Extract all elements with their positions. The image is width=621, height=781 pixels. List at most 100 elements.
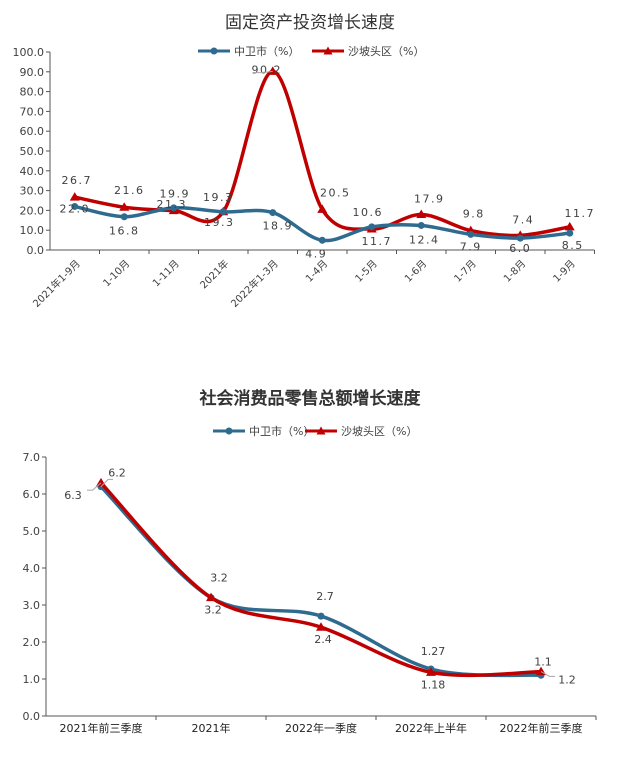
x-tick-label: 1-8月 <box>501 258 528 285</box>
series-zhongwei <box>71 202 574 244</box>
data-label: 90.2 <box>252 63 283 76</box>
data-point <box>69 192 80 201</box>
data-label: 9.8 <box>463 208 485 221</box>
series-line <box>99 484 543 678</box>
data-label: 2.4 <box>314 633 332 646</box>
data-point <box>467 230 475 238</box>
legend-label-0: 中卫市（%） <box>234 44 299 58</box>
data-label: 10.6 <box>353 206 384 219</box>
data-point <box>316 622 326 631</box>
leader-line <box>540 671 555 677</box>
legend: 中卫市（%） 沙坡头区（%） <box>198 44 424 58</box>
data-point <box>170 204 178 212</box>
x-tick-label: 1-11月 <box>150 258 182 290</box>
y-tick-label: 90.0 <box>20 66 45 79</box>
legend-label-1: 沙坡头区（%） <box>348 45 424 58</box>
data-label: 1.1 <box>534 655 552 668</box>
data-point <box>417 221 425 229</box>
data-label: 26.7 <box>62 174 93 187</box>
data-point <box>96 477 106 487</box>
y-tick-label: 1.0 <box>23 673 41 686</box>
data-label: 19.9 <box>160 188 191 201</box>
data-label: 2.7 <box>316 590 334 603</box>
data-label: 18.9 <box>263 220 294 233</box>
data-point <box>120 213 128 221</box>
y-tick-label: 6.0 <box>23 488 41 501</box>
x-tick-label: 1-4月 <box>303 258 330 285</box>
data-point <box>564 221 575 231</box>
data-label: 11.7 <box>362 235 393 248</box>
series-zhongwei <box>97 483 545 679</box>
data-point <box>426 667 436 676</box>
series-line <box>99 481 543 678</box>
data-label: 7.9 <box>460 240 482 253</box>
data-label: 11.7 <box>565 207 596 220</box>
x-tick-label: 2022年前三季度 <box>500 721 583 735</box>
y-tick-label: 0.0 <box>23 710 41 723</box>
legend-marker-circle <box>210 47 218 55</box>
leader-line <box>100 478 113 487</box>
legend-marker-triangle <box>316 426 326 435</box>
x-tick-label: 2021年1-9月 <box>30 257 83 310</box>
data-point <box>416 209 427 219</box>
x-tick-label: 1-9月 <box>551 258 578 285</box>
data-label: 16.8 <box>109 225 140 238</box>
data-label: 19.3 <box>204 216 235 229</box>
data-label: 1.2 <box>558 674 576 687</box>
y-tick-label: 10.0 <box>20 224 45 237</box>
data-label: 6.0 <box>509 242 531 255</box>
data-label: 8.5 <box>562 239 584 252</box>
data-point <box>368 223 376 231</box>
data-label: 21.3 <box>157 198 188 211</box>
y-tick-label: 4.0 <box>23 562 41 575</box>
legend-label-1: 沙坡头区（%） <box>341 425 417 438</box>
chart-title: 固定资产投资增长速度 <box>225 13 395 33</box>
y-tick-label: 20.0 <box>20 204 45 217</box>
y-tick-label: 30.0 <box>20 185 45 198</box>
legend-marker-circle <box>225 427 233 435</box>
x-tick-label: 1-7月 <box>452 258 479 285</box>
x-tick-label: 2022年1-3月 <box>228 257 281 310</box>
data-point <box>206 592 216 602</box>
data-label: 6.3 <box>64 489 82 502</box>
data-point <box>566 229 574 237</box>
data-label: 21.6 <box>114 184 145 197</box>
data-label: 19.3 <box>203 191 234 204</box>
y-tick-label: 0.0 <box>27 244 45 257</box>
data-point <box>267 66 278 75</box>
x-tick-label: 1-5月 <box>353 258 380 285</box>
data-label: 3.2 <box>210 572 228 585</box>
leader-line <box>254 70 273 74</box>
data-label: 22.0 <box>60 202 91 215</box>
data-label: 7.4 <box>512 213 534 226</box>
data-point <box>219 208 227 216</box>
data-label: 12.4 <box>409 233 440 246</box>
data-point <box>71 202 79 210</box>
data-point <box>269 209 277 217</box>
x-tick-label: 2022年上半年 <box>395 721 467 735</box>
data-label: 1.18 <box>421 678 446 691</box>
x-tick-label: 2021年前三季度 <box>60 721 143 735</box>
y-tick-label: 70.0 <box>20 105 45 118</box>
x-tick-label: 2021年 <box>192 721 231 735</box>
y-tick-label: 60.0 <box>20 125 45 138</box>
data-label: 3.2 <box>204 604 222 617</box>
data-point <box>317 612 325 620</box>
data-point <box>516 234 524 242</box>
legend-label-0: 中卫市（%） <box>249 424 314 438</box>
x-tick-label: 1-6月 <box>402 258 429 285</box>
data-label: 6.2 <box>108 467 126 480</box>
y-tick-label: 3.0 <box>23 599 41 612</box>
data-point <box>119 202 130 211</box>
y-tick-label: 50.0 <box>20 145 45 158</box>
y-tick-label: 80.0 <box>20 86 45 99</box>
y-tick-label: 40.0 <box>20 165 45 178</box>
y-tick-label: 2.0 <box>23 636 41 649</box>
data-label: 17.9 <box>414 193 445 206</box>
legend-marker-triangle <box>323 46 333 55</box>
chart-title: 社会消费品零售总额增长速度 <box>199 388 422 409</box>
data-point <box>317 204 328 213</box>
